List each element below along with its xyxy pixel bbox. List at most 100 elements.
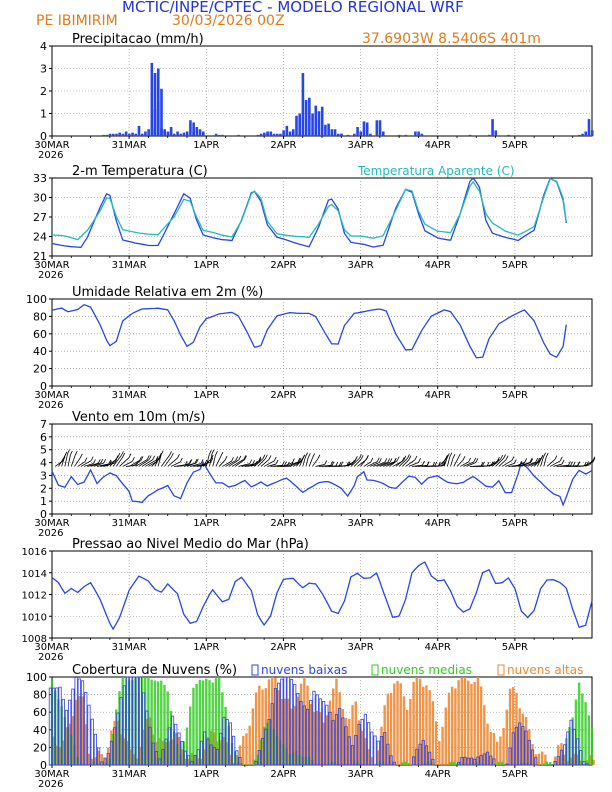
wind-barb-feather: [90, 456, 94, 461]
cloud-bar-mid: [63, 716, 67, 765]
wind-barb-feather: [505, 455, 509, 460]
cloud-bar-low: [257, 750, 261, 766]
wind-barb: [546, 459, 556, 467]
precip-bar: [111, 133, 115, 136]
cloud-bar-high: [354, 701, 357, 765]
wind-barb-feather: [434, 461, 438, 467]
wind-barb-feather: [302, 454, 306, 460]
wind-barb: [569, 465, 578, 467]
y-tick-label: 1010: [22, 612, 47, 623]
wind-barb: [61, 455, 66, 467]
precip-bar: [414, 131, 417, 136]
cloud-bar-low: [325, 704, 329, 766]
wind-barb-feather: [258, 456, 262, 462]
cloud-bar-high: [560, 743, 563, 765]
wind-barb: [122, 460, 133, 467]
wind-barb-feather: [84, 457, 88, 462]
precip-bar: [279, 133, 282, 136]
wind-barb: [160, 455, 170, 467]
x-tick-label: 31MAR: [112, 390, 147, 401]
cloud-bar-mid: [497, 761, 500, 765]
cloud-bar-low: [322, 701, 326, 766]
cloud-bar-high: [537, 753, 541, 765]
wind-barb: [231, 459, 245, 467]
cloud-bar-low: [518, 722, 522, 766]
cloud-bar-low: [582, 761, 586, 766]
cloud-bar-low: [273, 688, 278, 766]
cloud-bar-mid: [156, 681, 160, 765]
precip-bar: [147, 129, 150, 136]
wind-barb-feather: [359, 454, 362, 459]
cloud-bar-high: [58, 747, 62, 765]
cloud-bar-low: [376, 740, 380, 766]
cloud-bar-high: [454, 688, 457, 765]
cloud-bar-low: [142, 692, 146, 766]
cloud-bar-low: [563, 744, 567, 766]
wind-barb: [434, 464, 444, 467]
wind-barb: [411, 464, 423, 467]
cloud-bar-high: [338, 692, 341, 765]
wind-barb-feather: [160, 450, 164, 455]
precip-bar: [359, 131, 363, 136]
cloud-bar-low: [508, 747, 512, 766]
cloud-bar-low: [431, 758, 435, 766]
cloud-bar-mid: [169, 710, 173, 765]
cloud-bar-low: [167, 727, 171, 766]
wind-barb: [218, 459, 226, 467]
wind-barb: [222, 460, 232, 467]
cloud-bar-low: [68, 699, 72, 766]
cloud-bar-low: [158, 758, 162, 766]
x-tick-label: 4APR: [425, 140, 451, 151]
precip-bar: [340, 133, 343, 136]
chart-title: MCTIC/INPE/CPTEC - MODELO REGIONAL WRF: [122, 0, 464, 16]
cloud-bar-low: [148, 726, 152, 766]
cloud-bar-high: [52, 736, 55, 765]
wind-barb: [77, 461, 86, 467]
wind-barb-feather: [462, 456, 466, 461]
cloud-bar-low: [135, 676, 139, 766]
cloud-bar-low: [170, 715, 175, 766]
wind-barb: [145, 459, 157, 467]
precip-bar: [375, 120, 379, 136]
cloud-bar-low: [363, 713, 368, 766]
cloud-bar-low: [373, 735, 377, 766]
cloud-bar-mid: [545, 761, 549, 765]
wind-barb: [527, 461, 538, 467]
wind-barb: [93, 462, 104, 467]
x-tick-label: 4APR: [425, 769, 451, 780]
cloud-bar-high: [325, 715, 329, 765]
wind-barb-feather: [317, 454, 321, 459]
wind-barb-feather: [189, 459, 193, 464]
wind-barb-feather: [393, 458, 397, 463]
cloud-bar-high: [132, 754, 136, 765]
cloud-bar-mid: [124, 678, 128, 765]
wind-barb-feather: [64, 451, 68, 456]
cloud-bar-low: [129, 676, 133, 766]
x-tick-label: 2APR: [270, 642, 296, 653]
precip-bar: [491, 119, 494, 136]
cloud-bar-high: [450, 686, 454, 765]
wind-barb: [514, 462, 525, 467]
cloud-bar-high: [470, 684, 473, 765]
x-tick-label: 31MAR: [112, 642, 147, 653]
x-tick-label: 31MAR: [112, 769, 147, 780]
wind-barb: [443, 457, 448, 467]
cloud-bar-high: [290, 708, 293, 765]
cloud-bar-low: [524, 730, 528, 766]
cloud-bar-high: [328, 700, 332, 765]
x-tick-label: 5APR: [502, 260, 528, 271]
precip-bar: [590, 130, 594, 136]
cloud-bar-high: [187, 758, 190, 765]
cloud-bar-high: [425, 685, 428, 765]
cloud-bar-high: [502, 728, 505, 765]
cloud-bar-high: [258, 685, 261, 765]
cloud-bar-low: [575, 738, 580, 766]
cloud-bar-low: [585, 763, 589, 766]
precip-bar: [105, 134, 109, 136]
cloud-bar-high: [222, 736, 226, 765]
wind-barb-feather: [114, 458, 117, 464]
cloud-bar-low: [177, 732, 181, 766]
wind-barb-feather: [238, 455, 242, 461]
precip-bar: [131, 132, 134, 136]
